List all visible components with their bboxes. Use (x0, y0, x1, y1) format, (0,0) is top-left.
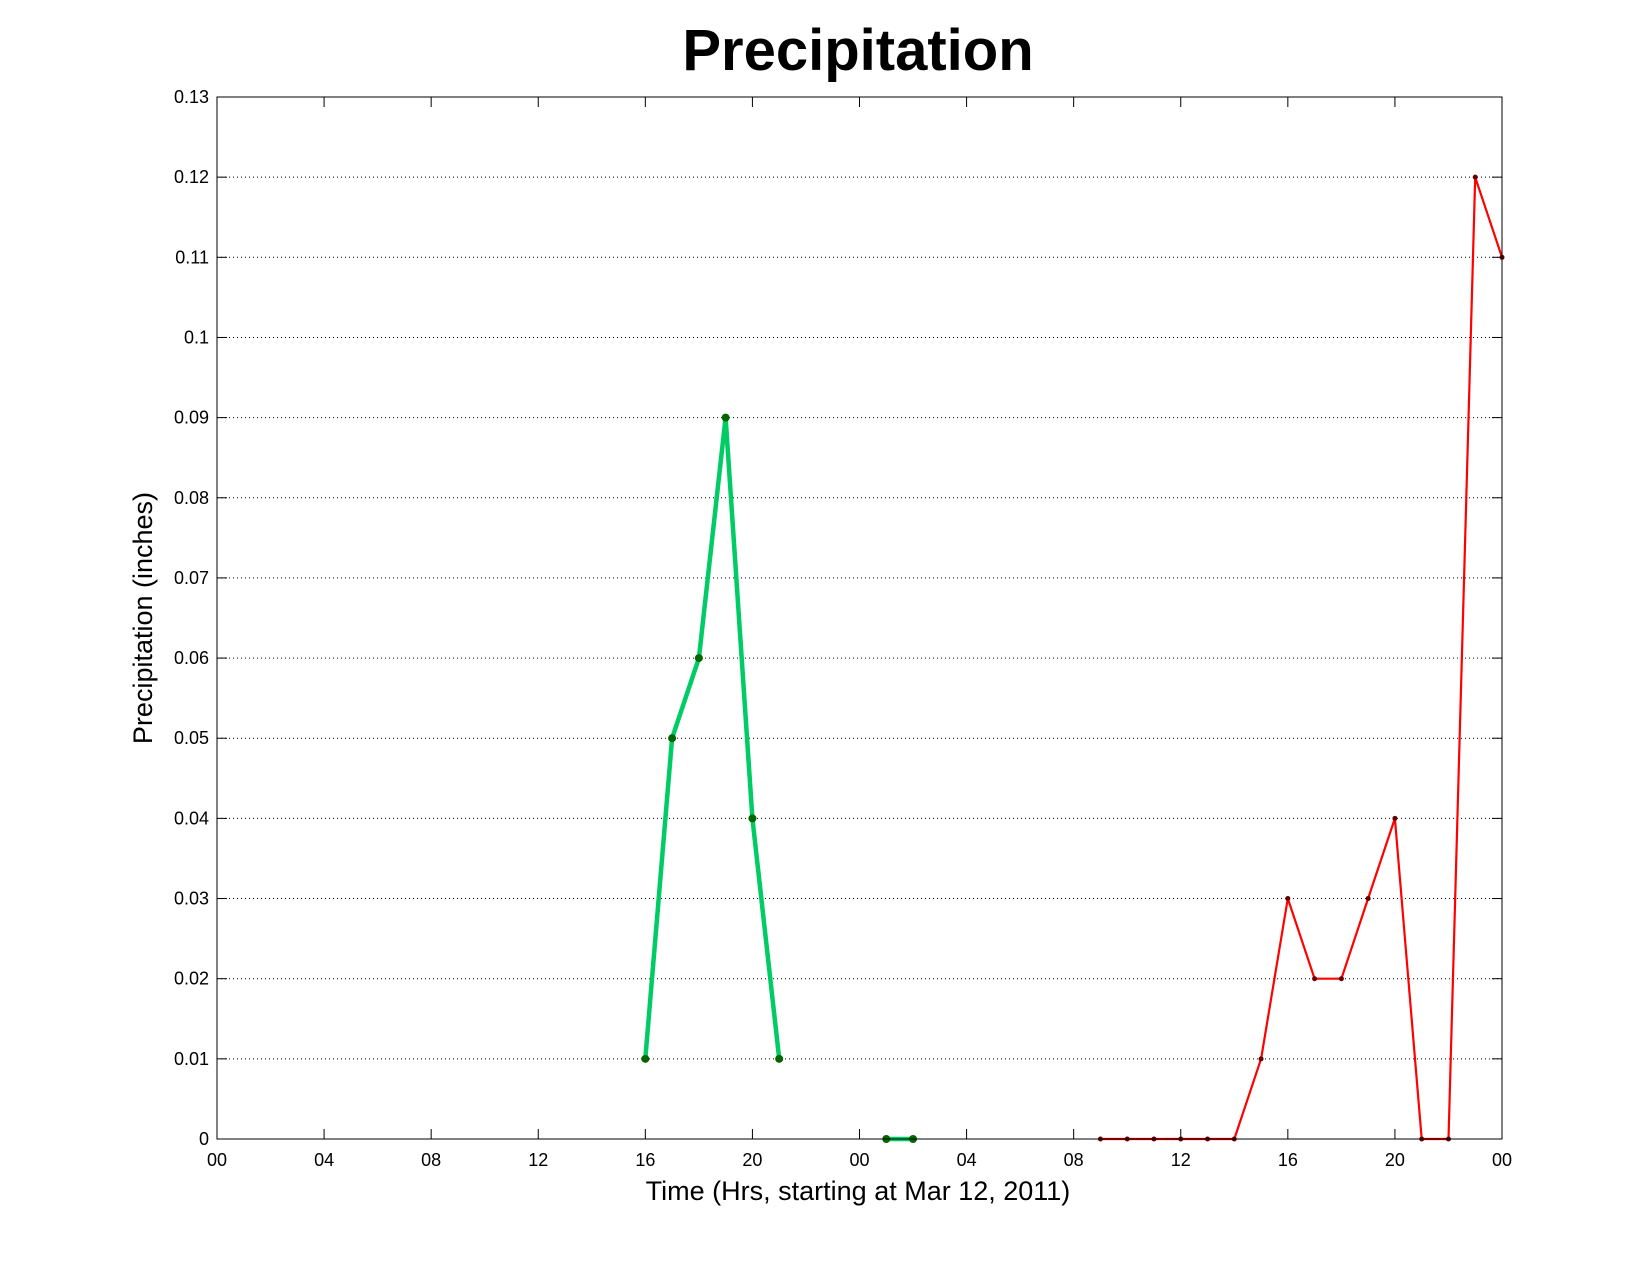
x-tick-label: 04 (314, 1150, 334, 1170)
axis-ticks: 0 0.01 0.02 0.03 0.04 0.05 0.06 0.07 0.08 0.09 0.1… (174, 87, 1512, 1170)
y-tick-label: 0 (199, 1129, 209, 1149)
series-2-point (1312, 976, 1318, 982)
x-tick-label: 00 (849, 1150, 869, 1170)
series-1-point (775, 1054, 784, 1063)
x-tick-label: 16 (635, 1150, 655, 1170)
y-tick-label: 0.12 (174, 167, 209, 187)
series-2-point (1392, 815, 1398, 821)
x-tick-label: 12 (528, 1150, 548, 1170)
series-2-point (1338, 976, 1344, 982)
x-tick-label: 12 (1171, 1150, 1191, 1170)
series-1-point (668, 734, 677, 743)
y-tick-label: 0.03 (174, 889, 209, 909)
series-1-point (748, 814, 757, 823)
x-tick-label: 08 (421, 1150, 441, 1170)
series-2-point (1472, 174, 1478, 180)
x-tick-label: 00 (1492, 1150, 1512, 1170)
x-tick-label: 00 (207, 1150, 227, 1170)
x-tick-label: 16 (1278, 1150, 1298, 1170)
x-tick-label: 04 (957, 1150, 977, 1170)
y-tick-label: 0.11 (175, 247, 209, 267)
series-2-point (1365, 896, 1371, 902)
y-tick-label: 0.13 (174, 87, 209, 107)
y-tick-label: 0.06 (174, 648, 209, 668)
y-tick-label: 0.01 (174, 1049, 209, 1069)
x-tick-label: 08 (1064, 1150, 1084, 1170)
series-2-point (1285, 896, 1291, 902)
y-tick-label: 0.09 (174, 408, 209, 428)
y-axis-title: Precipitation (inches) (128, 492, 158, 744)
y-tick-label: 0.08 (174, 488, 209, 508)
y-tick-label: 0.1 (184, 327, 209, 347)
x-tick-label: 20 (1385, 1150, 1405, 1170)
y-tick-label: 0.05 (174, 728, 209, 748)
series-1-point (641, 1054, 650, 1063)
series-1-line (643, 415, 782, 1060)
series-1-point (721, 413, 730, 422)
y-tick-label: 0.04 (174, 808, 209, 828)
series-2-point (1258, 1056, 1264, 1062)
series-1-point (694, 654, 703, 663)
y-tick-label: 0.07 (174, 568, 209, 588)
x-axis-title: Time (Hrs, starting at Mar 12, 2011) (646, 1176, 1071, 1206)
y-tick-label: 0.02 (174, 969, 209, 989)
chart-title: Precipitation (682, 18, 1033, 83)
x-tick-label: 20 (742, 1150, 762, 1170)
